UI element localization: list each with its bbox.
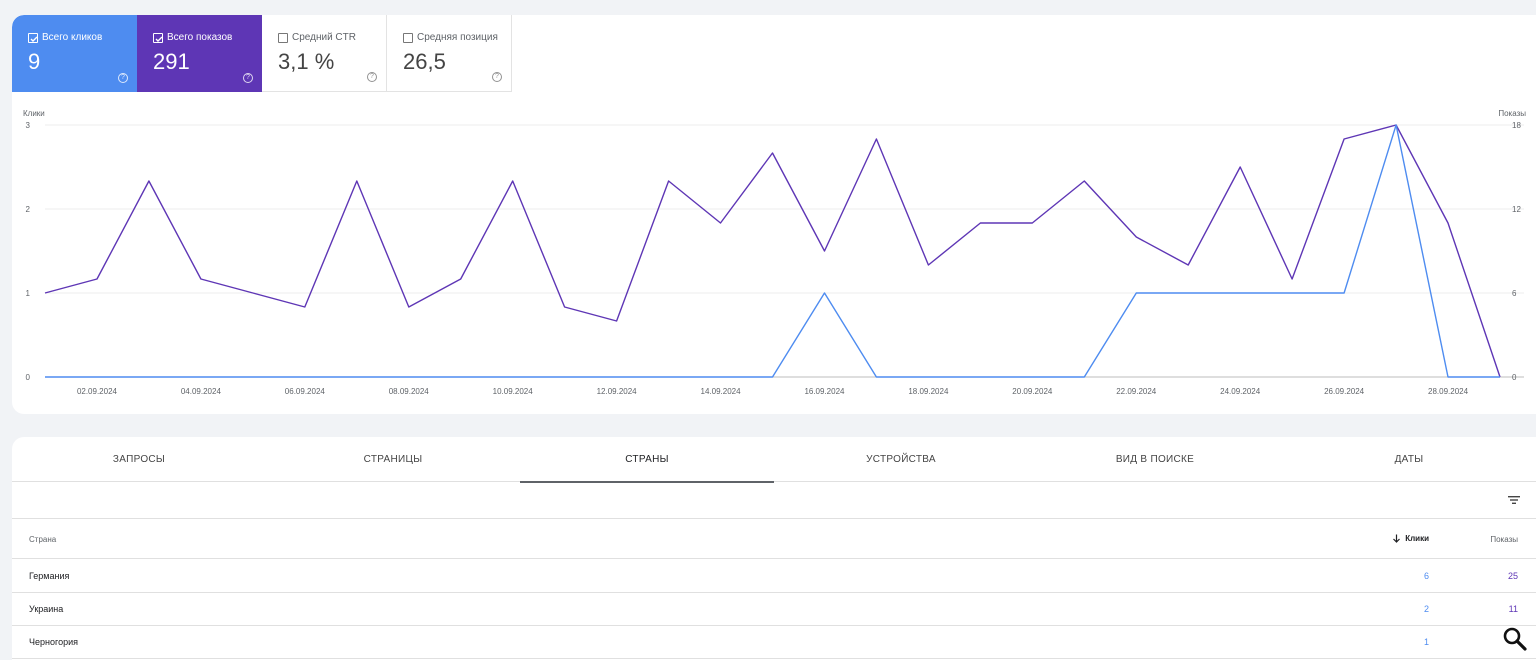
metric-total-impressions[interactable]: Всего показов 291 ? bbox=[137, 15, 262, 92]
chart-x-tick: 26.09.2024 bbox=[1324, 387, 1365, 396]
chart-x-tick: 08.09.2024 bbox=[389, 387, 430, 396]
tab-devices[interactable]: УСТРОЙСТВА bbox=[866, 454, 936, 465]
metric-label: Средняя позиция bbox=[417, 32, 498, 43]
checkbox-unchecked-icon[interactable] bbox=[403, 32, 413, 43]
table-row[interactable]: Германия 6 25 bbox=[12, 559, 1536, 593]
filter-icon[interactable] bbox=[1508, 494, 1520, 506]
chart-x-tick: 06.09.2024 bbox=[285, 387, 326, 396]
help-icon[interactable]: ? bbox=[492, 72, 502, 82]
metric-label: Средний CTR bbox=[292, 32, 356, 43]
metric-value: 9 bbox=[28, 49, 41, 74]
column-header-country[interactable]: Страна bbox=[29, 535, 57, 544]
chart-y-tick-right: 12 bbox=[1512, 205, 1521, 214]
tab-pages[interactable]: СТРАНИЦЫ bbox=[363, 454, 423, 465]
checkbox-unchecked-icon[interactable] bbox=[278, 32, 288, 43]
chart-x-tick: 16.09.2024 bbox=[804, 387, 845, 396]
chart-x-tick: 10.09.2024 bbox=[493, 387, 534, 396]
table-row[interactable]: Черногория 1 bbox=[12, 625, 1536, 659]
chart-y-tick-right: 0 bbox=[1512, 373, 1517, 382]
cell-country: Украина bbox=[29, 604, 64, 614]
chart-x-tick: 02.09.2024 bbox=[77, 387, 118, 396]
column-header-impressions[interactable]: Показы bbox=[1490, 535, 1518, 544]
cell-clicks: 6 bbox=[1423, 571, 1429, 581]
help-icon[interactable]: ? bbox=[367, 72, 377, 82]
chart-x-tick: 22.09.2024 bbox=[1116, 387, 1157, 396]
column-header-clicks[interactable]: Клики bbox=[1392, 534, 1429, 543]
chart-x-tick: 04.09.2024 bbox=[181, 387, 222, 396]
checkbox-checked-icon[interactable] bbox=[28, 32, 38, 43]
chart-y-tick-left: 3 bbox=[26, 121, 31, 130]
chart-y-tick-right: 18 bbox=[1512, 121, 1521, 130]
tab-dates[interactable]: ДАТЫ bbox=[1394, 454, 1424, 465]
tab-search-appearance[interactable]: ВИД В ПОИСКЕ bbox=[1115, 454, 1195, 465]
chart-series-impressions-line bbox=[44, 124, 1501, 378]
dimension-tabs: ЗАПРОСЫ СТРАНИЦЫ СТРАНЫ УСТРОЙСТВА ВИД В… bbox=[12, 437, 1536, 483]
chart-x-tick: 14.09.2024 bbox=[701, 387, 742, 396]
metric-label: Всего кликов bbox=[42, 32, 103, 43]
chart-y-tick-right: 6 bbox=[1512, 289, 1517, 298]
chart-y-tick-left: 1 bbox=[26, 289, 31, 298]
tab-countries[interactable]: СТРАНЫ bbox=[520, 437, 774, 483]
tab-queries[interactable]: ЗАПРОСЫ bbox=[112, 454, 166, 465]
metric-value: 3,1 % bbox=[278, 49, 335, 74]
chart-y-axis-label-right: Показы bbox=[1498, 109, 1526, 118]
metric-average-ctr[interactable]: Средний CTR 3,1 % ? bbox=[262, 15, 387, 92]
metric-average-position[interactable]: Средняя позиция 26,5 ? bbox=[387, 15, 512, 92]
chart-y-axis-label-left: Клики bbox=[23, 109, 45, 118]
column-header-clicks-label: Клики bbox=[1405, 534, 1429, 543]
chart-x-tick: 18.09.2024 bbox=[908, 387, 949, 396]
chart-series-clicks-line bbox=[45, 124, 1500, 378]
search-icon[interactable] bbox=[1502, 626, 1528, 652]
chart-x-tick: 12.09.2024 bbox=[597, 387, 638, 396]
cell-impressions: 25 bbox=[1507, 571, 1518, 581]
metric-total-clicks[interactable]: Всего кликов 9 ? bbox=[12, 15, 137, 92]
metric-value: 291 bbox=[153, 49, 190, 74]
cell-country: Германия bbox=[29, 571, 70, 581]
checkbox-checked-icon[interactable] bbox=[153, 32, 163, 43]
chart-x-tick: 24.09.2024 bbox=[1220, 387, 1261, 396]
metric-label: Всего показов bbox=[167, 32, 233, 43]
metric-value: 26,5 bbox=[403, 49, 446, 74]
chart-y-tick-left: 2 bbox=[26, 205, 31, 214]
table-row[interactable]: Украина 2 11 bbox=[12, 592, 1536, 626]
cell-country: Черногория bbox=[29, 637, 78, 647]
cell-clicks: 1 bbox=[1423, 637, 1429, 647]
metric-cards: Всего кликов 9 ? Всего показов 291 ? Сре… bbox=[12, 15, 512, 92]
chart-x-tick: 28.09.2024 bbox=[1428, 387, 1469, 396]
cell-clicks: 2 bbox=[1423, 604, 1429, 614]
table-toolbar bbox=[12, 482, 1536, 519]
report-table-card: ЗАПРОСЫ СТРАНИЦЫ СТРАНЫ УСТРОЙСТВА ВИД В… bbox=[12, 437, 1536, 660]
help-icon[interactable]: ? bbox=[118, 73, 128, 83]
chart-x-tick: 20.09.2024 bbox=[1012, 387, 1053, 396]
help-icon[interactable]: ? bbox=[243, 73, 253, 83]
arrow-down-icon bbox=[1393, 534, 1401, 543]
table-header: Страна Клики Показы bbox=[12, 519, 1536, 559]
cell-impressions: 11 bbox=[1508, 604, 1518, 614]
performance-card: Всего кликов 9 ? Всего показов 291 ? Сре… bbox=[12, 15, 1536, 414]
chart-y-tick-left: 0 bbox=[26, 373, 31, 382]
